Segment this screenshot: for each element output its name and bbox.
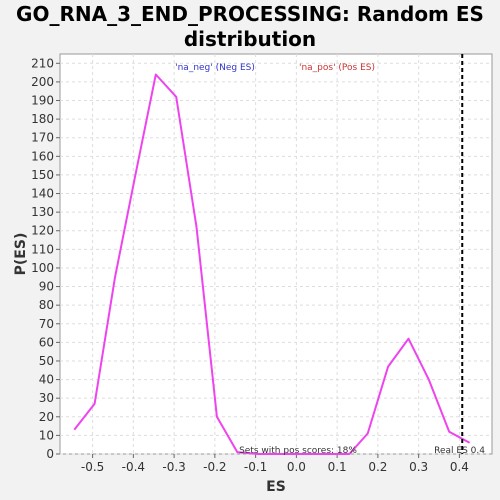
legend-entry-pos: 'na_pos' (Pos ES) (299, 63, 375, 73)
y-tick-label: 80 (39, 298, 54, 312)
x-tick-label: -0.3 (162, 460, 185, 474)
series-layer (73, 73, 471, 455)
x-tick-label: 0.4 (450, 460, 469, 474)
y-axis-label: P(ES) (13, 233, 29, 276)
y-tick-label: 70 (39, 317, 54, 331)
y-tick-label: 130 (31, 205, 54, 219)
x-axis-label: ES (266, 479, 286, 495)
plot-area (59, 53, 493, 455)
series-line (73, 73, 471, 455)
y-tick-label: 100 (31, 261, 54, 275)
y-tick-label: 90 (39, 280, 54, 294)
legend-entry-neg: 'na_neg' (Neg ES) (175, 63, 255, 73)
y-tick-label: 140 (31, 187, 54, 201)
y-tick-label: 180 (31, 112, 54, 126)
y-tick-label: 120 (31, 224, 54, 238)
y-tick-label: 110 (31, 242, 54, 256)
y-tick-label: 160 (31, 149, 54, 163)
y-tick-label: 50 (39, 354, 54, 368)
x-tick-label: -0.2 (203, 460, 226, 474)
y-tick-label: 60 (39, 335, 54, 349)
pos-scores-annotation: Sets with pos scores: 18% (239, 446, 357, 456)
y-tick-label: 150 (31, 168, 54, 182)
real-es-label: Real ES 0.4 (434, 446, 485, 456)
x-tick-label: 0.2 (368, 460, 387, 474)
y-tick-label: 190 (31, 94, 54, 108)
y-tick-label: 30 (39, 391, 54, 405)
legend: 'na_neg' (Neg ES) 'na_pos' (Pos ES) (175, 63, 375, 73)
x-tick-label: 0.0 (287, 460, 306, 474)
x-tick-label: -0.1 (244, 460, 267, 474)
x-tick-label: -0.5 (81, 460, 104, 474)
x-tick-label: 0.1 (328, 460, 347, 474)
y-tick-label: 20 (39, 410, 54, 424)
y-tick-label: 0 (46, 447, 54, 461)
chart-title: GO_RNA_3_END_PROCESSING: Random ES distr… (16, 2, 484, 51)
y-tick-label: 200 (31, 75, 54, 89)
y-tick-label: 210 (31, 56, 54, 70)
x-tick-label: -0.4 (122, 460, 145, 474)
x-axis-ticks: -0.5 -0.4 -0.3 -0.2 -0.1 0.0 0.1 0.2 0.3 0.4 (81, 454, 469, 474)
y-axis-ticks: 0 10 20 30 40 50 60 70 80 90 100 110 120 130 140 150 160… (31, 56, 60, 461)
y-tick-label: 10 (39, 428, 54, 442)
y-tick-label: 40 (39, 373, 54, 387)
grid-lines (60, 54, 492, 455)
y-tick-label: 170 (31, 131, 54, 145)
x-tick-label: 0.3 (409, 460, 428, 474)
